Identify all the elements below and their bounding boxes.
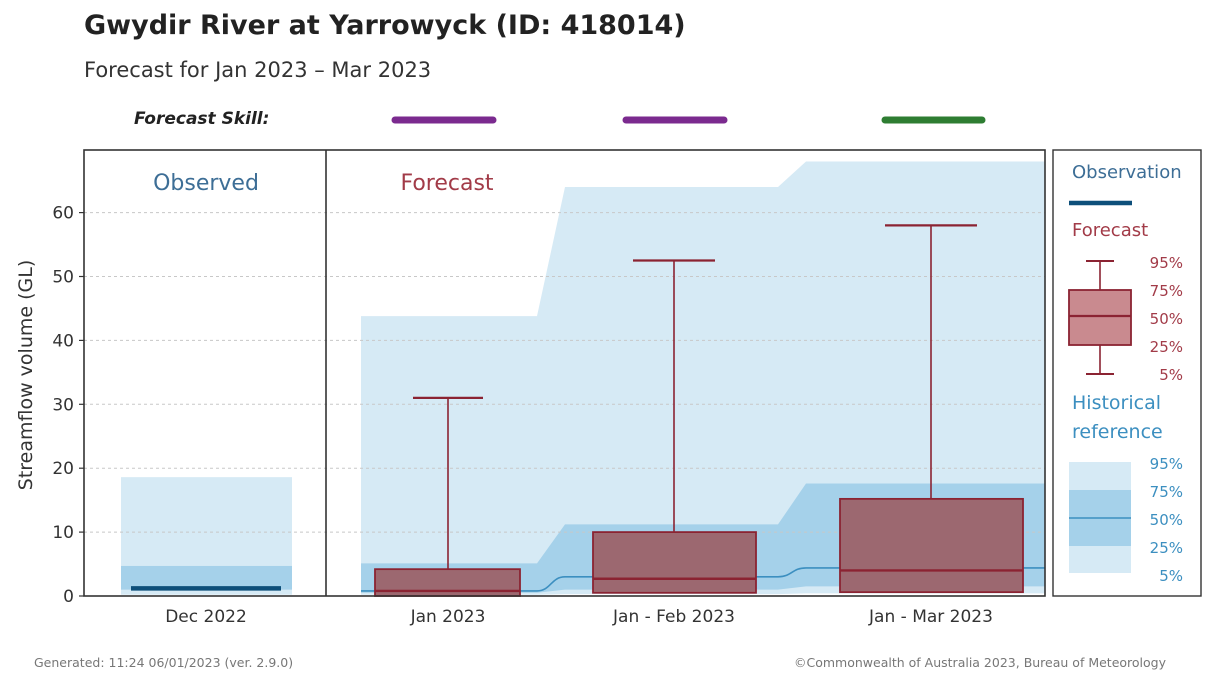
plot-frame xyxy=(83,149,1046,597)
observed-historical-inner-band xyxy=(121,565,292,590)
legend-forecast-percentile: 50% xyxy=(1150,310,1183,328)
copyright-note: ©Commonwealth of Australia 2023, Bureau … xyxy=(794,655,1166,670)
legend-historical-percentile: 75% xyxy=(1150,483,1183,501)
legend-forecast-percentile: 5% xyxy=(1159,366,1183,384)
y-tick-label: 50 xyxy=(52,268,74,288)
y-axis-label: Streamflow volume (GL) xyxy=(15,260,37,490)
x-tick-label: Jan - Mar 2023 xyxy=(868,607,993,627)
y-tick-label: 30 xyxy=(52,395,74,415)
x-tick-label: Jan - Feb 2023 xyxy=(612,607,735,627)
y-tick-label: 60 xyxy=(52,204,74,224)
legend-forecast-percentile: 25% xyxy=(1150,338,1183,356)
generated-note: Generated: 11:24 06/01/2023 (ver. 2.9.0) xyxy=(34,655,294,670)
y-tick-label: 40 xyxy=(52,331,74,351)
forecast-panel-label: Forecast xyxy=(400,171,493,196)
legend-forecast-percentile: 95% xyxy=(1150,254,1183,272)
y-tick-label: 20 xyxy=(52,459,74,479)
legend-historical-percentile: 50% xyxy=(1150,511,1183,529)
y-tick-label: 10 xyxy=(52,523,74,543)
legend-forecast-label: Forecast xyxy=(1072,220,1148,241)
forecast-box xyxy=(592,531,757,594)
chart-subtitle: Forecast for Jan 2023 – Mar 2023 xyxy=(84,58,432,82)
legend-historical-percentile: 5% xyxy=(1159,567,1183,585)
forecast-skill-label: Forecast Skill: xyxy=(134,109,270,129)
chart-title: Gwydir River at Yarrowyck (ID: 418014) xyxy=(84,10,686,41)
x-tick-label: Dec 2022 xyxy=(165,607,247,627)
forecast-box xyxy=(839,497,1024,594)
x-tick-label: Jan 2023 xyxy=(410,607,486,627)
legend-forecast-percentile: 75% xyxy=(1150,282,1183,300)
y-tick-label: 0 xyxy=(63,587,74,607)
legend-historical-label: reference xyxy=(1072,421,1163,443)
legend-historical-percentile: 25% xyxy=(1150,539,1183,557)
legend-historical-label: Historical xyxy=(1072,392,1161,414)
observed-panel-label: Observed xyxy=(153,171,259,196)
legend-forecast-box xyxy=(1068,289,1132,346)
legend-observation-label: Observation xyxy=(1072,162,1182,183)
legend-historical-percentile: 95% xyxy=(1150,455,1183,473)
